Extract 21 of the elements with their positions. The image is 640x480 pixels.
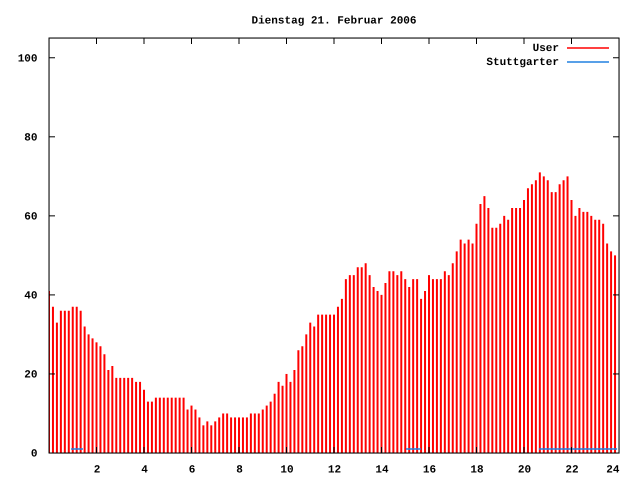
y-tick-label: 40 <box>24 290 38 302</box>
x-tick-label: 8 <box>236 464 244 476</box>
y-tick-label: 80 <box>24 132 38 144</box>
y-tick-label: 100 <box>18 53 38 66</box>
y-tick-label: 0 <box>30 448 38 460</box>
x-tick-label: 14 <box>375 464 389 476</box>
x-tick-label: 24 <box>606 464 620 476</box>
x-tick-label: 4 <box>141 464 148 476</box>
x-tick-label: 20 <box>518 464 532 476</box>
x-tick-label: 18 <box>470 464 484 476</box>
legend-label: Stuttgarter <box>486 57 559 69</box>
x-tick-label: 2 <box>94 464 100 476</box>
y-tick-label: 60 <box>24 211 38 224</box>
y-tick-label: 20 <box>24 369 38 382</box>
legend-label: User <box>532 43 559 55</box>
chart-title: Dienstag 21. Februar 2006 <box>251 16 417 28</box>
x-tick-label: 10 <box>280 464 294 476</box>
x-tick-label: 22 <box>565 464 579 476</box>
x-tick-label: 16 <box>422 464 436 476</box>
x-tick-label: 12 <box>328 464 342 476</box>
x-tick-label: 6 <box>188 464 196 476</box>
